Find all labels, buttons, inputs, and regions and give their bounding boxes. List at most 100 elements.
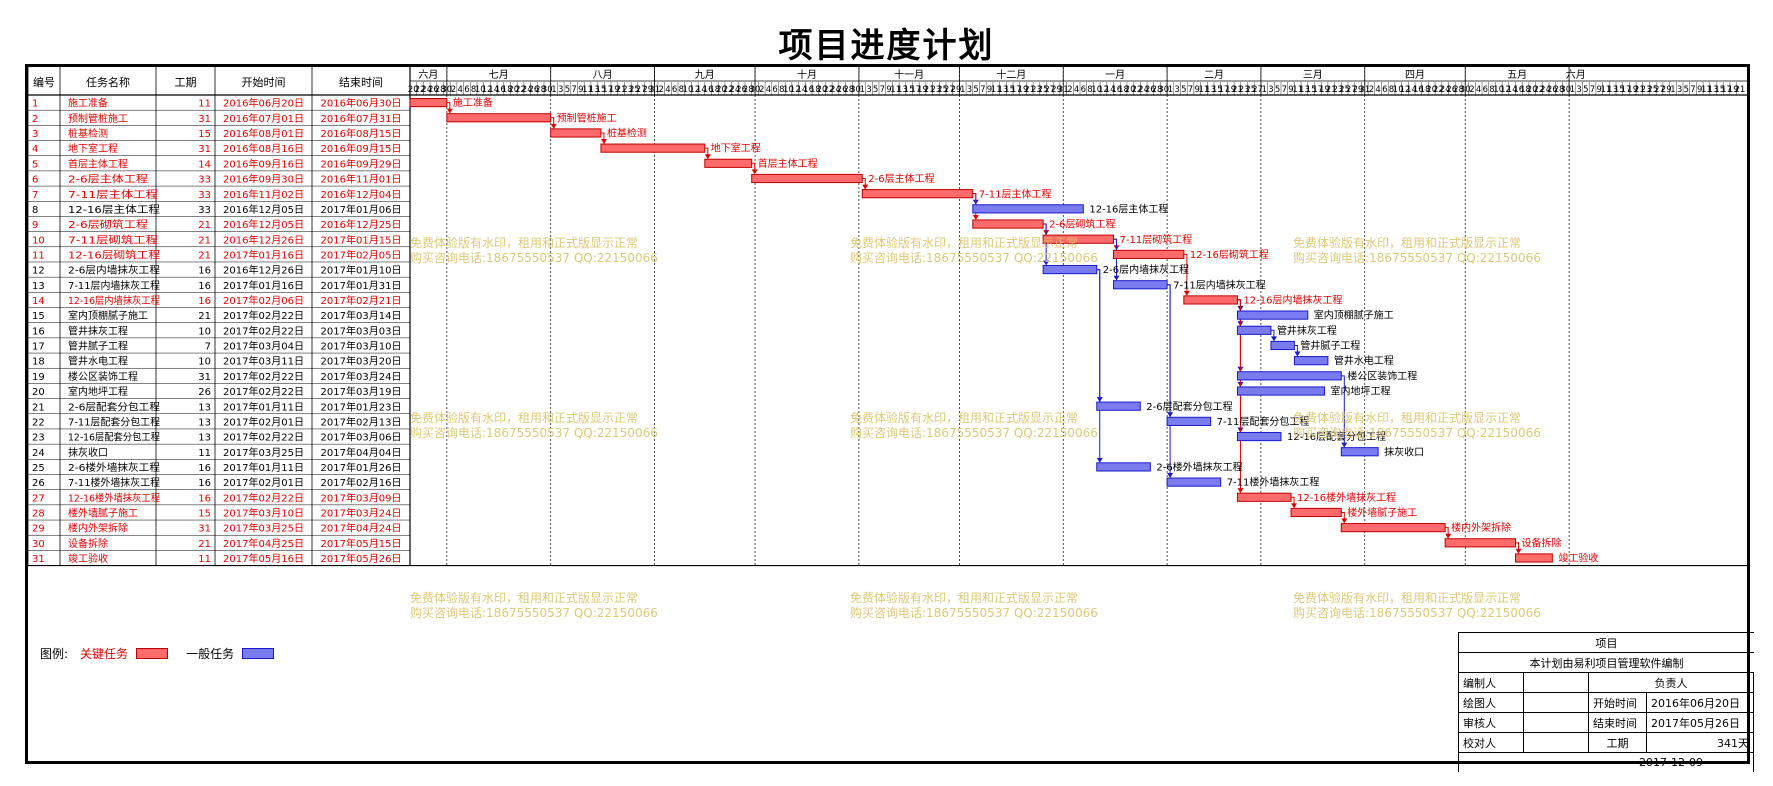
dependency-arrow xyxy=(751,169,758,175)
task-name: 楼外墙腻子施工 xyxy=(68,507,138,520)
day-tick: 1 xyxy=(1261,85,1266,95)
day-tick: 29 xyxy=(1353,85,1364,95)
task-end: 2017年05月15日 xyxy=(321,537,402,550)
day-tick: 9 xyxy=(1697,85,1702,95)
day-tick: 7 xyxy=(571,85,576,95)
day-tick: 3 xyxy=(1677,85,1682,95)
dependency-arrow xyxy=(1515,548,1522,554)
task-end: 2016年12月04日 xyxy=(321,188,402,201)
day-tick: 26 xyxy=(428,85,439,95)
task-end: 2017年01月26日 xyxy=(321,461,402,474)
task-id: 6 xyxy=(32,175,38,186)
day-tick: 3 xyxy=(1268,85,1273,95)
task-bar xyxy=(1290,507,1342,518)
day-tick: 11 xyxy=(1701,85,1712,95)
day-tick: 15 xyxy=(1004,85,1015,95)
day-tick: 15 xyxy=(904,85,915,95)
bar-label: 12-16层砌筑工程 xyxy=(1190,248,1269,261)
day-tick: 28 xyxy=(535,85,546,95)
table-header-5: 结束时间 xyxy=(339,76,383,89)
day-tick: 25 xyxy=(1038,85,1049,95)
day-tick: 14 xyxy=(1507,85,1518,95)
info-start-value: 2016年06月20日 xyxy=(1647,693,1754,712)
legend: 图例: 关键任务 一般任务 xyxy=(40,645,286,662)
day-tick: 19 xyxy=(1225,85,1236,95)
day-tick: 17 xyxy=(1721,85,1732,95)
bar-label: 12-16楼外墙抹灰工程 xyxy=(1297,491,1396,504)
info-drawer: 绘图人 xyxy=(1459,693,1524,712)
dependency-arrow xyxy=(1113,275,1120,281)
table-header-3: 工期 xyxy=(175,76,197,89)
day-tick: 13 xyxy=(1607,85,1618,95)
task-start: 2017年02月06日 xyxy=(223,294,304,307)
month-label: 九月 xyxy=(695,69,715,81)
task-id: 17 xyxy=(32,342,45,353)
info-compiler: 编制人 xyxy=(1459,673,1524,692)
day-tick: 28 xyxy=(843,85,854,95)
legend-critical-swatch xyxy=(136,648,169,659)
dependency-arrow xyxy=(446,108,453,114)
watermark-line-2: 购买咨询电话:18675550537 QQ:22150066 xyxy=(410,250,658,265)
day-tick: 1 xyxy=(1570,85,1575,95)
day-tick: 24 xyxy=(830,85,841,95)
day-tick: 26 xyxy=(736,85,747,95)
task-name: 7-11层砌筑工程 xyxy=(68,233,158,246)
task-name: 施工准备 xyxy=(68,97,108,110)
dependency-arrow xyxy=(1043,260,1050,266)
day-tick: 14 xyxy=(1406,85,1417,95)
bar-label: 7-11层内墙抹灰工程 xyxy=(1173,278,1266,291)
task-end: 2017年01月06日 xyxy=(321,203,402,216)
day-tick: 5 xyxy=(1684,85,1689,95)
day-tick: 19 xyxy=(1018,85,1029,95)
day-tick: 16 xyxy=(803,85,814,95)
task-start: 2016年08月01日 xyxy=(223,127,304,140)
task-id: 10 xyxy=(32,235,45,246)
bar-label: 12-16层内墙抹灰工程 xyxy=(1243,294,1342,307)
watermark-line-1: 免费体验版有水印，租用和正式版显示正常 xyxy=(1293,235,1521,250)
day-tick: 6 xyxy=(1081,85,1086,95)
bar-label: 管井腻子工程 xyxy=(1300,339,1360,352)
task-duration: 33 xyxy=(198,190,211,201)
info-drawer-value xyxy=(1524,693,1589,712)
day-tick: 9 xyxy=(1288,85,1293,95)
month-label: 六月 xyxy=(418,69,438,81)
task-duration: 16 xyxy=(198,266,211,277)
day-tick: 2 xyxy=(1369,85,1374,95)
day-tick: 21 xyxy=(1634,85,1645,95)
dependency-line xyxy=(1113,238,1117,280)
day-tick: 1 xyxy=(859,85,864,95)
task-id: 18 xyxy=(32,357,45,368)
day-tick: 8 xyxy=(471,85,476,95)
day-tick: 26 xyxy=(837,85,848,95)
dependency-arrow xyxy=(600,139,607,145)
bar-label: 桩基检测 xyxy=(607,127,647,140)
task-id: 24 xyxy=(32,448,45,459)
task-id: 26 xyxy=(32,478,45,489)
day-tick: 14 xyxy=(796,85,807,95)
task-bar xyxy=(1096,401,1141,411)
day-tick: 12 xyxy=(482,85,493,95)
task-duration: 13 xyxy=(198,417,211,428)
day-tick: 6 xyxy=(772,85,777,95)
task-id: 9 xyxy=(32,220,38,231)
day-tick: 15 xyxy=(1714,85,1725,95)
day-tick: 19 xyxy=(609,85,620,95)
info-row-4: 校对人 工期 341天 xyxy=(1459,733,1754,753)
day-tick: 21 xyxy=(1024,85,1035,95)
info-reviewer: 审核人 xyxy=(1459,713,1524,732)
task-start: 2016年09月16日 xyxy=(223,157,304,170)
bar-label: 7-11层主体工程 xyxy=(979,188,1052,200)
task-bar xyxy=(1236,386,1326,396)
day-tick: 20 xyxy=(1426,85,1437,95)
day-tick: 13 xyxy=(589,85,600,95)
day-tick: 13 xyxy=(1708,85,1719,95)
gantt-frame: 编号 任务名称 工期 开始时间 结束时间 六月 七月 八月 九月 十月 十一月 十二月 一月 二月 三月 四月… xyxy=(25,64,1754,772)
day-tick: 1 xyxy=(1168,85,1173,95)
info-duration-value: 341天 xyxy=(1647,733,1754,752)
day-tick: 15 xyxy=(1614,85,1625,95)
day-tick: 3 xyxy=(558,85,563,95)
info-generated-row: 本计划由易利项目管理软件编制 xyxy=(1459,653,1754,673)
task-id: 13 xyxy=(32,281,45,292)
day-tick: 2 xyxy=(1469,85,1474,95)
task-end: 2016年08月15日 xyxy=(321,127,402,140)
